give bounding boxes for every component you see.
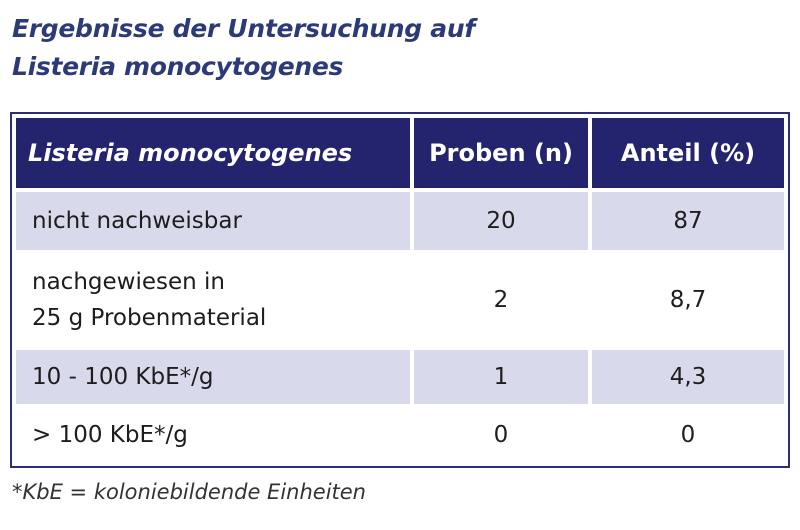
- row-anteil: 0: [592, 408, 784, 462]
- row-anteil: 4,3: [592, 350, 784, 404]
- results-table: Listeria monocytogenes Proben (n) Anteil…: [10, 112, 790, 468]
- header-anteil: Anteil (%): [592, 118, 784, 188]
- table-row: nicht nachweisbar 20 87: [16, 192, 784, 250]
- row-proben: 1: [414, 350, 588, 404]
- row-label-line-2: 25 g Probenmaterial: [32, 305, 267, 331]
- row-label: 10 - 100 KbE*/g: [16, 350, 410, 404]
- row-proben: 2: [414, 254, 588, 346]
- table-row: > 100 KbE*/g 0 0: [16, 408, 784, 462]
- row-label-line-1: nachgewiesen in: [32, 269, 225, 295]
- header-proben: Proben (n): [414, 118, 588, 188]
- row-anteil: 8,7: [592, 254, 784, 346]
- row-label: nicht nachweisbar: [16, 192, 410, 250]
- title-line-1: Ergebnisse der Untersuchung auf: [12, 14, 475, 43]
- header-listeria: Listeria monocytogenes: [16, 118, 410, 188]
- row-label: > 100 KbE*/g: [16, 408, 410, 462]
- row-proben: 20: [414, 192, 588, 250]
- table-row: nachgewiesen in 25 g Probenmaterial 2 8,…: [16, 254, 784, 346]
- page-title: Ergebnisse der Untersuchung auf Listeria…: [12, 10, 475, 86]
- table-row: 10 - 100 KbE*/g 1 4,3: [16, 350, 784, 404]
- row-proben: 0: [414, 408, 588, 462]
- row-anteil: 87: [592, 192, 784, 250]
- title-line-2: Listeria monocytogenes: [12, 52, 344, 81]
- footnote: *KbE = koloniebildende Einheiten: [12, 480, 366, 504]
- row-label: nachgewiesen in 25 g Probenmaterial: [16, 254, 410, 346]
- table-header-row: Listeria monocytogenes Proben (n) Anteil…: [16, 118, 784, 188]
